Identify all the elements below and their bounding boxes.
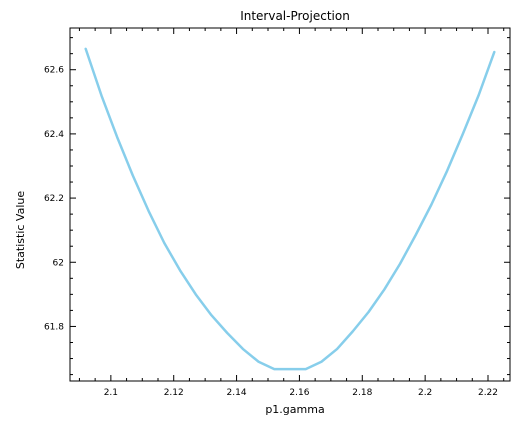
y-tick-label: 62.2 (44, 194, 64, 204)
data-point (242, 348, 244, 350)
chart-title: Interval-Projection (240, 9, 350, 23)
data-point (116, 136, 118, 138)
data-point (399, 263, 401, 265)
ticks-layer: 2.1 2.12 2.14 2.16 2.18 2.2 2.22 61.8 62 62.2 62.4… (44, 28, 510, 398)
data-point (163, 242, 166, 244)
y-tick-label: 62.4 (44, 130, 64, 140)
data-point (336, 348, 338, 350)
x-tick-label: 2.22 (478, 388, 498, 398)
x-tick-label: 2.16 (289, 388, 309, 398)
y-tick-label: 61.8 (44, 322, 64, 332)
data-point (84, 48, 87, 50)
plot-frame (69, 27, 511, 382)
data-point (179, 269, 181, 272)
data-point (100, 94, 103, 97)
x-axis-label: p1.gamma (265, 403, 324, 416)
data-point (477, 94, 480, 97)
y-tick-label: 62 (53, 258, 64, 268)
y-tick-label: 62.6 (44, 66, 64, 76)
data-point (273, 368, 276, 370)
x-tick-label: 2.1 (104, 388, 118, 398)
data-point (257, 360, 260, 363)
data-point (320, 360, 323, 363)
series-line (84, 47, 496, 371)
data-point (194, 293, 197, 296)
data-point (210, 314, 213, 317)
data-point (446, 170, 448, 172)
data-point (132, 174, 134, 177)
data-point (304, 368, 307, 370)
data-point (493, 51, 496, 53)
x-tick-label: 2.18 (352, 388, 372, 398)
data-point (289, 368, 291, 370)
x-tick-label: 2.2 (418, 388, 432, 398)
x-tick-label: 2.14 (227, 388, 247, 398)
x-tick-label: 2.12 (164, 388, 184, 398)
data-point (414, 234, 417, 236)
series-layer (84, 47, 496, 371)
y-axis-label: Statistic Value (14, 191, 27, 269)
data-point (226, 332, 228, 334)
data-point (352, 330, 354, 333)
data-point (383, 288, 386, 291)
data-point (462, 133, 464, 135)
data-point (430, 203, 433, 206)
data-point (367, 311, 370, 313)
data-point (147, 210, 150, 212)
